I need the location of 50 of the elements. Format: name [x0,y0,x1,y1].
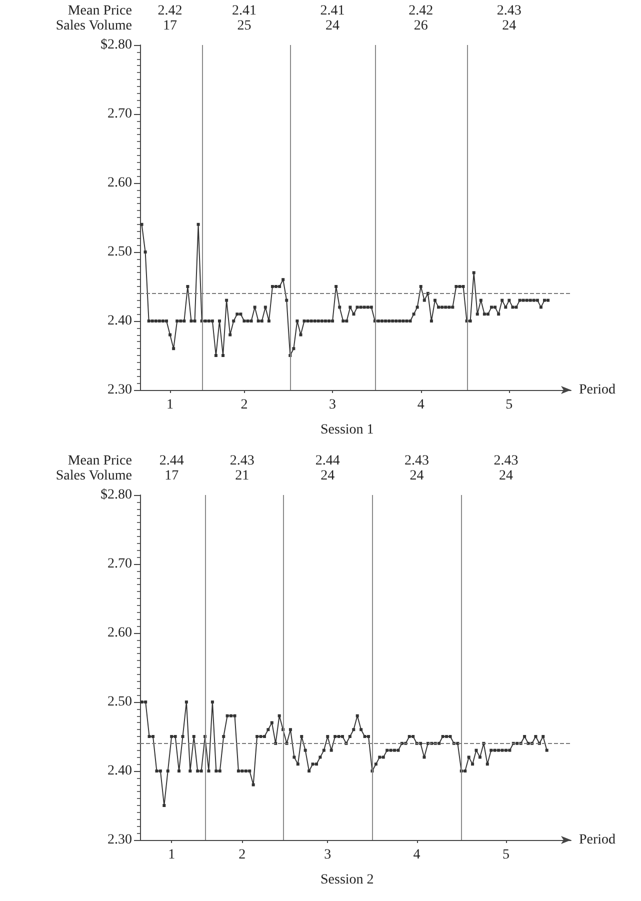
x-tick-label: 3 [329,398,336,412]
x-tick-label: 4 [413,848,420,862]
text: 17 [164,468,179,484]
x-axis-title: Period [579,832,616,848]
text: 2.42 [408,4,434,18]
text: Mean Price [68,4,132,18]
x-axis-title: Period [579,382,616,398]
text: Mean Price [68,454,132,468]
y-tick-label: 2.50 [108,694,132,710]
text: 24 [410,468,424,484]
text: 26 [414,18,428,34]
text: Sales Volume [56,18,132,34]
text: Sales Volume [56,468,132,484]
x-tick-label: 1 [168,848,176,862]
text: 24 [498,468,513,484]
text: 2.44 [315,454,340,468]
text: 21 [235,468,250,484]
text: 2.41 [320,4,345,18]
y-tick-label: 2.70 [108,106,132,122]
text: 17 [163,18,178,34]
x-tick-label: 4 [417,398,424,412]
x-tick-label: 2 [240,398,248,412]
text: 2.43 [496,4,522,18]
y-tick-label: 2.40 [108,314,132,328]
y-tick-label: 2.50 [108,244,132,260]
text: 25 [237,18,252,34]
text: 24 [320,468,335,484]
text: 2.42 [158,4,182,18]
x-tick-label: 3 [324,848,332,862]
text: 2.44 [159,454,184,468]
y-tick-label: 2.70 [108,556,132,572]
text: Session 2 [320,872,374,888]
x-tick-label: 5 [502,848,510,862]
y-tick-label: 2.30 [108,382,132,398]
y-tick-label: $2.80 [100,38,132,52]
text: Session 1 [320,422,374,438]
text: 24 [502,18,516,34]
y-tick-label: 2.60 [108,176,132,190]
x-tick-label: 2 [238,848,246,862]
y-tick-label: 2.30 [108,832,132,848]
text: 2.41 [232,4,256,18]
x-tick-label: 1 [166,398,174,412]
y-tick-label: $2.80 [100,488,132,502]
text: 2.43 [404,454,430,468]
text: 24 [326,18,340,34]
y-tick-label: 2.60 [108,626,132,640]
text: 2.43 [230,454,254,468]
x-tick-label: 5 [506,398,513,412]
y-tick-label: 2.40 [108,764,132,778]
text: 2.43 [494,454,518,468]
